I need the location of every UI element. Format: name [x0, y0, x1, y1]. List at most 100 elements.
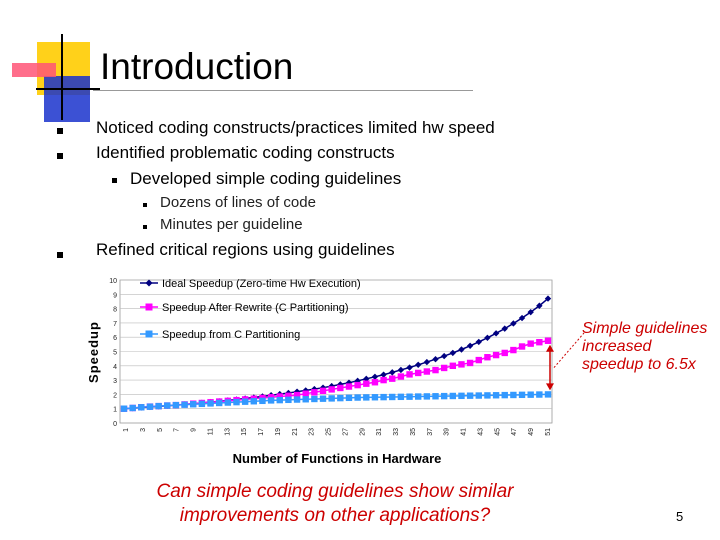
data-point — [389, 393, 396, 401]
data-point — [354, 381, 361, 389]
data-point — [345, 383, 353, 390]
callout-text: Simple guidelines increased speedup to 6… — [582, 320, 708, 373]
data-point — [510, 346, 517, 354]
data-point — [544, 337, 552, 344]
data-point — [397, 366, 405, 374]
data-point — [415, 393, 422, 400]
y-tick-label: 0 — [113, 421, 117, 428]
x-tick-label: 29 — [359, 428, 366, 436]
data-point — [198, 400, 206, 408]
data-point — [423, 393, 431, 400]
data-point — [354, 394, 361, 401]
data-point — [466, 342, 474, 349]
x-tick-label: 21 — [292, 428, 299, 436]
data-point — [164, 402, 171, 409]
data-point — [181, 401, 188, 408]
x-tick-label: 17 — [258, 428, 265, 436]
x-tick-label: 43 — [477, 428, 484, 436]
legend-marker — [145, 279, 153, 287]
data-point — [527, 391, 534, 398]
x-tick-label: 35 — [410, 428, 417, 436]
data-point — [337, 384, 344, 392]
x-tick-label: 5 — [157, 428, 164, 432]
data-point — [406, 371, 413, 378]
sub-sub-bullet-marker — [143, 225, 147, 229]
x-tick-label: 37 — [427, 428, 434, 436]
data-point — [536, 302, 543, 309]
data-point — [172, 401, 180, 409]
data-point — [484, 354, 491, 361]
data-point — [458, 361, 465, 368]
data-point — [406, 393, 413, 400]
data-point — [423, 358, 431, 366]
question-line-1: Can simple coding guidelines show simila… — [156, 481, 514, 502]
x-tick-label: 9 — [191, 428, 198, 432]
data-point — [466, 392, 474, 399]
data-point — [276, 396, 283, 404]
data-point — [501, 349, 508, 357]
question-text: Can simple coding guidelines show simila… — [110, 480, 560, 528]
legend-marker — [145, 303, 153, 311]
y-axis-label: Speedup — [86, 321, 101, 383]
data-point — [518, 314, 526, 322]
data-point — [138, 404, 145, 411]
x-tick-label: 27 — [342, 428, 349, 436]
data-point — [440, 392, 448, 400]
x-tick-label: 33 — [393, 428, 400, 436]
data-point — [475, 356, 482, 364]
data-point — [536, 391, 543, 398]
x-tick-label: 41 — [461, 428, 468, 436]
page-number: 5 — [676, 509, 684, 524]
data-point — [518, 391, 526, 399]
x-tick-label: 47 — [511, 428, 518, 436]
data-point — [501, 325, 508, 332]
x-tick-label: 15 — [241, 428, 248, 436]
data-point — [518, 343, 526, 350]
data-point — [544, 391, 552, 398]
data-point — [328, 395, 335, 402]
x-tick-label: 23 — [309, 428, 316, 436]
data-point — [440, 352, 448, 360]
sub-bullet-1: Developed simple coding guidelines — [130, 169, 402, 188]
data-point — [371, 394, 379, 401]
data-point — [319, 387, 327, 395]
data-point — [129, 404, 136, 412]
data-point — [501, 391, 508, 399]
data-point — [389, 369, 396, 376]
data-point — [293, 391, 301, 399]
data-point — [492, 330, 500, 337]
data-point — [380, 376, 387, 384]
data-point — [484, 392, 491, 399]
data-point — [250, 398, 257, 405]
data-point — [389, 375, 396, 382]
data-point — [337, 394, 344, 402]
data-point — [397, 373, 405, 380]
data-point — [146, 403, 154, 410]
y-tick-label: 7 — [113, 321, 117, 328]
data-point — [458, 392, 465, 400]
x-tick-label: 31 — [376, 428, 383, 436]
data-point — [492, 392, 500, 399]
callout-leader — [553, 332, 585, 368]
bullet-marker — [57, 128, 63, 134]
sub-sub-bullet-2: Minutes per guideline — [160, 216, 303, 233]
data-point — [466, 359, 474, 367]
data-point — [492, 351, 500, 359]
y-tick-label: 1 — [113, 407, 117, 414]
x-tick-label: 11 — [207, 428, 214, 435]
data-point — [475, 338, 482, 346]
y-tick-label: 3 — [113, 378, 117, 385]
data-point — [363, 380, 370, 387]
x-tick-label: 13 — [224, 428, 231, 436]
bullet-3: Refined critical regions using guideline… — [96, 240, 395, 259]
data-point — [267, 397, 275, 404]
data-point — [224, 399, 232, 406]
data-point — [527, 340, 534, 347]
sub-sub-bullet-1: Dozens of lines of code — [160, 194, 316, 211]
data-point — [432, 393, 439, 400]
deco-red-bar — [12, 63, 56, 77]
data-point — [536, 339, 543, 346]
data-point — [432, 366, 439, 374]
data-point — [380, 393, 387, 401]
data-point — [510, 320, 517, 327]
